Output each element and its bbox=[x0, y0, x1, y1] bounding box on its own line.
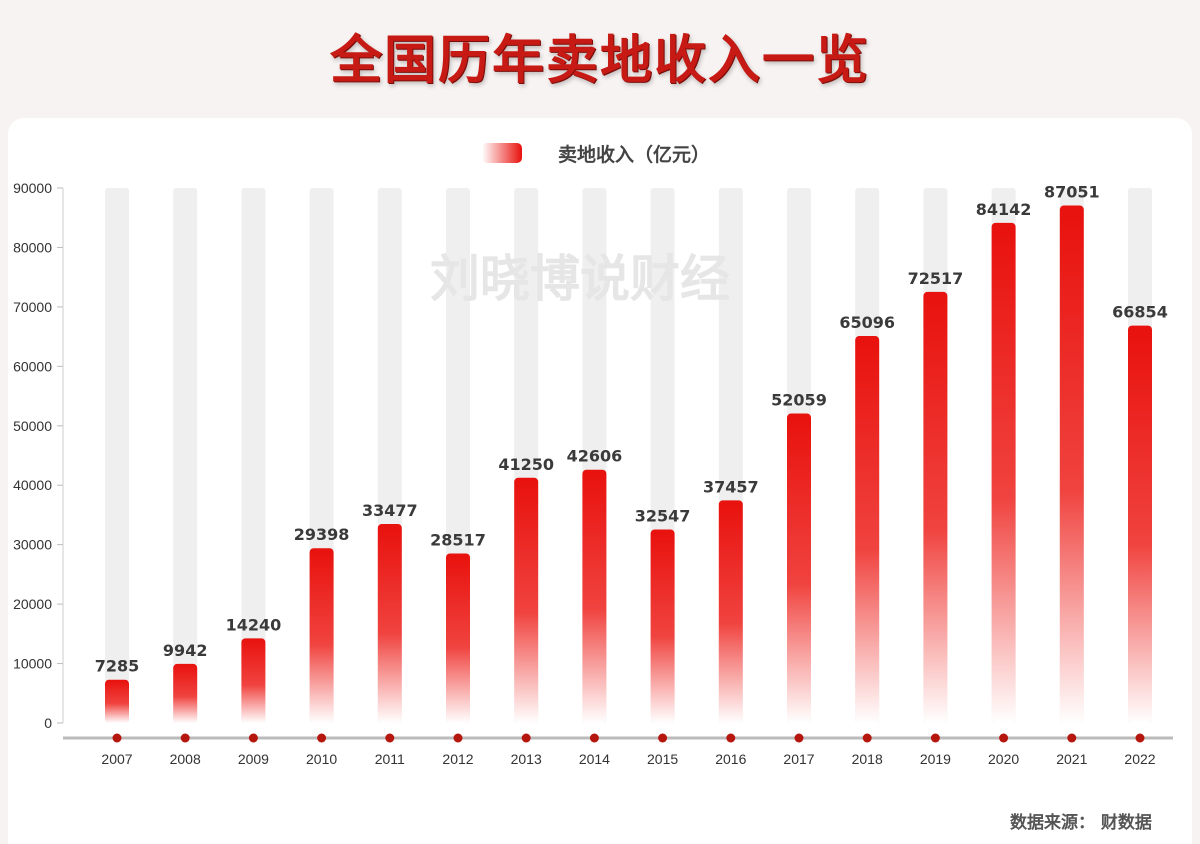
x-marker-2013 bbox=[521, 733, 531, 743]
data-label-2018: 65096 bbox=[839, 313, 895, 332]
bar-2008 bbox=[173, 663, 198, 723]
data-label-2017: 52059 bbox=[771, 391, 827, 410]
legend-swatch bbox=[482, 143, 522, 163]
bar-2019 bbox=[923, 291, 948, 723]
data-label-2007: 7285 bbox=[95, 657, 140, 676]
data-label-2011: 33477 bbox=[362, 501, 418, 520]
x-marker-2018 bbox=[862, 733, 872, 743]
bar-2013 bbox=[514, 477, 539, 723]
y-tick-label: 10000 bbox=[13, 656, 52, 672]
data-label-2009: 14240 bbox=[226, 615, 282, 634]
bar-2014 bbox=[582, 469, 607, 723]
bar-2012 bbox=[446, 553, 470, 723]
y-tick-label: 0 bbox=[44, 715, 52, 731]
y-tick-label: 40000 bbox=[13, 477, 52, 493]
y-tick-label: 70000 bbox=[13, 299, 52, 315]
x-tick-label-2022: 2022 bbox=[1124, 751, 1155, 767]
x-tick-label-2016: 2016 bbox=[715, 751, 746, 767]
bar-2022 bbox=[1128, 325, 1152, 723]
y-tick-label: 50000 bbox=[13, 418, 52, 434]
bar-2018 bbox=[855, 336, 880, 723]
legend: 卖地收入（亿元） bbox=[482, 143, 710, 166]
data-label-2019: 72517 bbox=[908, 269, 964, 288]
y-tick-label: 30000 bbox=[13, 537, 52, 553]
y-tick-label: 20000 bbox=[13, 596, 52, 612]
data-label-2008: 9942 bbox=[163, 641, 208, 660]
x-marker-2007 bbox=[112, 733, 122, 743]
x-tick-label-2021: 2021 bbox=[1056, 751, 1087, 767]
data-label-2022: 66854 bbox=[1112, 303, 1168, 322]
legend-label: 卖地收入（亿元） bbox=[558, 143, 710, 166]
x-tick-label-2011: 2011 bbox=[375, 751, 405, 767]
data-label-2020: 84142 bbox=[976, 200, 1032, 219]
x-marker-2019 bbox=[930, 733, 940, 743]
bar-background bbox=[173, 188, 198, 723]
data-label-2014: 42606 bbox=[567, 447, 623, 466]
bar-background bbox=[241, 188, 266, 723]
x-marker-2017 bbox=[794, 733, 804, 743]
chart-card: 刘晓博说财经 卖地收入（亿元） 0 10000 20000 30000 40000 500… bbox=[8, 118, 1192, 844]
bar-2015 bbox=[650, 529, 675, 723]
data-label-2013: 41250 bbox=[498, 455, 554, 474]
x-tick-label-2020: 2020 bbox=[988, 751, 1019, 767]
data-label-2021: 87051 bbox=[1044, 183, 1100, 202]
bar-2007 bbox=[105, 679, 129, 723]
bar-background bbox=[105, 188, 129, 723]
data-label-2015: 32547 bbox=[635, 507, 691, 526]
bar-2010 bbox=[309, 548, 334, 723]
y-tick-label: 80000 bbox=[13, 239, 52, 255]
x-tick-label-2009: 2009 bbox=[238, 751, 269, 767]
data-label-2012: 28517 bbox=[430, 530, 486, 549]
x-marker-2021 bbox=[1067, 733, 1077, 743]
x-marker-2015 bbox=[658, 733, 668, 743]
bar-2011 bbox=[377, 523, 402, 723]
x-tick-label-2018: 2018 bbox=[852, 751, 883, 767]
data-label-2016: 37457 bbox=[703, 477, 759, 496]
bar-2017 bbox=[787, 413, 811, 723]
x-tick-label-2017: 2017 bbox=[783, 751, 814, 767]
x-tick-label-2015: 2015 bbox=[647, 751, 678, 767]
y-tick-label: 90000 bbox=[13, 180, 52, 196]
bar-2016 bbox=[718, 500, 743, 723]
x-marker-2008 bbox=[180, 733, 190, 743]
page-title: 全国历年卖地收入一览 bbox=[329, 31, 870, 91]
bar-2020 bbox=[991, 222, 1016, 723]
x-tick-label-2019: 2019 bbox=[920, 751, 951, 767]
x-marker-2012 bbox=[453, 733, 463, 743]
x-tick-label-2012: 2012 bbox=[442, 751, 473, 767]
x-marker-2014 bbox=[589, 733, 599, 743]
bar-2009 bbox=[241, 638, 266, 723]
bar-2021 bbox=[1059, 205, 1084, 724]
bar-chart: 刘晓博说财经 卖地收入（亿元） 0 10000 20000 30000 40000 500… bbox=[13, 143, 1173, 833]
x-tick-label-2008: 2008 bbox=[170, 751, 201, 767]
x-tick-label-2007: 2007 bbox=[101, 751, 132, 767]
x-marker-2020 bbox=[999, 733, 1009, 743]
x-marker-2016 bbox=[726, 733, 736, 743]
data-source: 数据来源： 财数据 bbox=[1010, 812, 1152, 833]
x-marker-2022 bbox=[1135, 733, 1145, 743]
data-label-2010: 29398 bbox=[294, 525, 350, 544]
x-marker-2010 bbox=[317, 733, 327, 743]
y-tick-label: 60000 bbox=[13, 358, 52, 374]
x-marker-2011 bbox=[385, 733, 395, 743]
x-tick-label-2013: 2013 bbox=[511, 751, 542, 767]
x-marker-2009 bbox=[248, 733, 258, 743]
watermark: 刘晓博说财经 bbox=[430, 250, 730, 308]
x-tick-label-2010: 2010 bbox=[306, 751, 337, 767]
x-tick-label-2014: 2014 bbox=[579, 751, 610, 767]
